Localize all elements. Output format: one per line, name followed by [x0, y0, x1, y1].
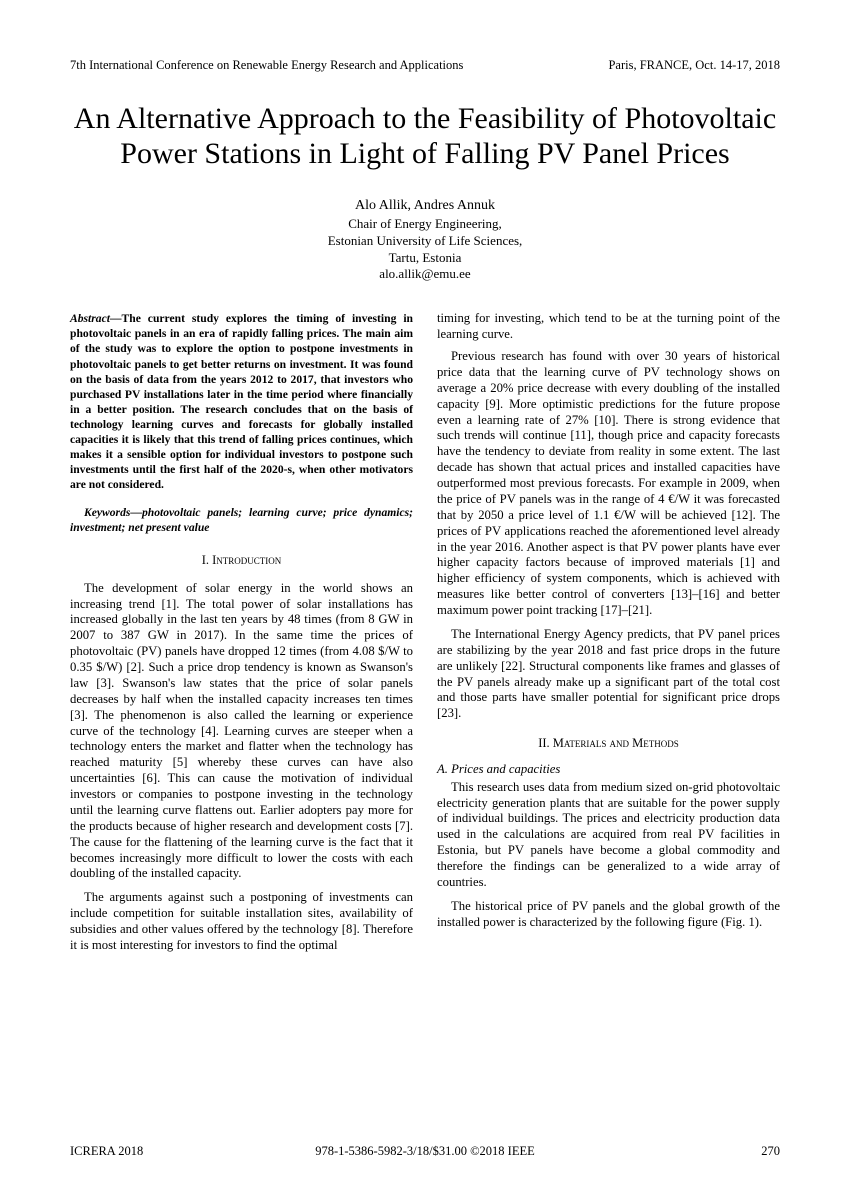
affiliation-line3: Tartu, Estonia	[70, 250, 780, 267]
paper-title: An Alternative Approach to the Feasibili…	[70, 101, 780, 172]
intro-paragraph-1: The development of solar energy in the w…	[70, 581, 413, 883]
methods-paragraph-1: This research uses data from medium size…	[437, 780, 780, 891]
footer-isbn: 978-1-5386-5982-3/18/$31.00 ©2018 IEEE	[70, 1144, 780, 1159]
right-column: timing for investing, which tend to be a…	[437, 311, 780, 1153]
affiliation-email: alo.allik@emu.ee	[70, 266, 780, 283]
conference-name: 7th International Conference on Renewabl…	[70, 58, 463, 73]
affiliation-line2: Estonian University of Life Sciences,	[70, 233, 780, 250]
footer-page-number: 270	[761, 1144, 780, 1159]
subsection-a-heading: A. Prices and capacities	[437, 762, 780, 778]
abstract-label: Abstract—	[70, 312, 122, 325]
section-intro-heading: I. Introduction	[70, 553, 413, 569]
left-column: Abstract—The current study explores the …	[70, 311, 413, 1153]
abstract-text: The current study explores the timing of…	[70, 312, 413, 491]
right-paragraph-2: Previous research has found with over 30…	[437, 349, 780, 619]
right-continuation: timing for investing, which tend to be a…	[437, 311, 780, 343]
keywords: Keywords—photovoltaic panels; learning c…	[70, 506, 413, 535]
section-methods-heading: II. Materials and Methods	[437, 736, 780, 752]
page-container: 7th International Conference on Renewabl…	[0, 0, 850, 1203]
methods-paragraph-2: The historical price of PV panels and th…	[437, 899, 780, 931]
running-header: 7th International Conference on Renewabl…	[70, 58, 780, 73]
intro-paragraph-2: The arguments against such a postponing …	[70, 890, 413, 954]
right-paragraph-3: The International Energy Agency predicts…	[437, 627, 780, 722]
authors: Alo Allik, Andres Annuk	[70, 198, 780, 214]
affiliation-line1: Chair of Energy Engineering,	[70, 216, 780, 233]
two-column-body: Abstract—The current study explores the …	[70, 311, 780, 1153]
conference-location-date: Paris, FRANCE, Oct. 14-17, 2018	[608, 58, 780, 73]
abstract: Abstract—The current study explores the …	[70, 311, 413, 492]
